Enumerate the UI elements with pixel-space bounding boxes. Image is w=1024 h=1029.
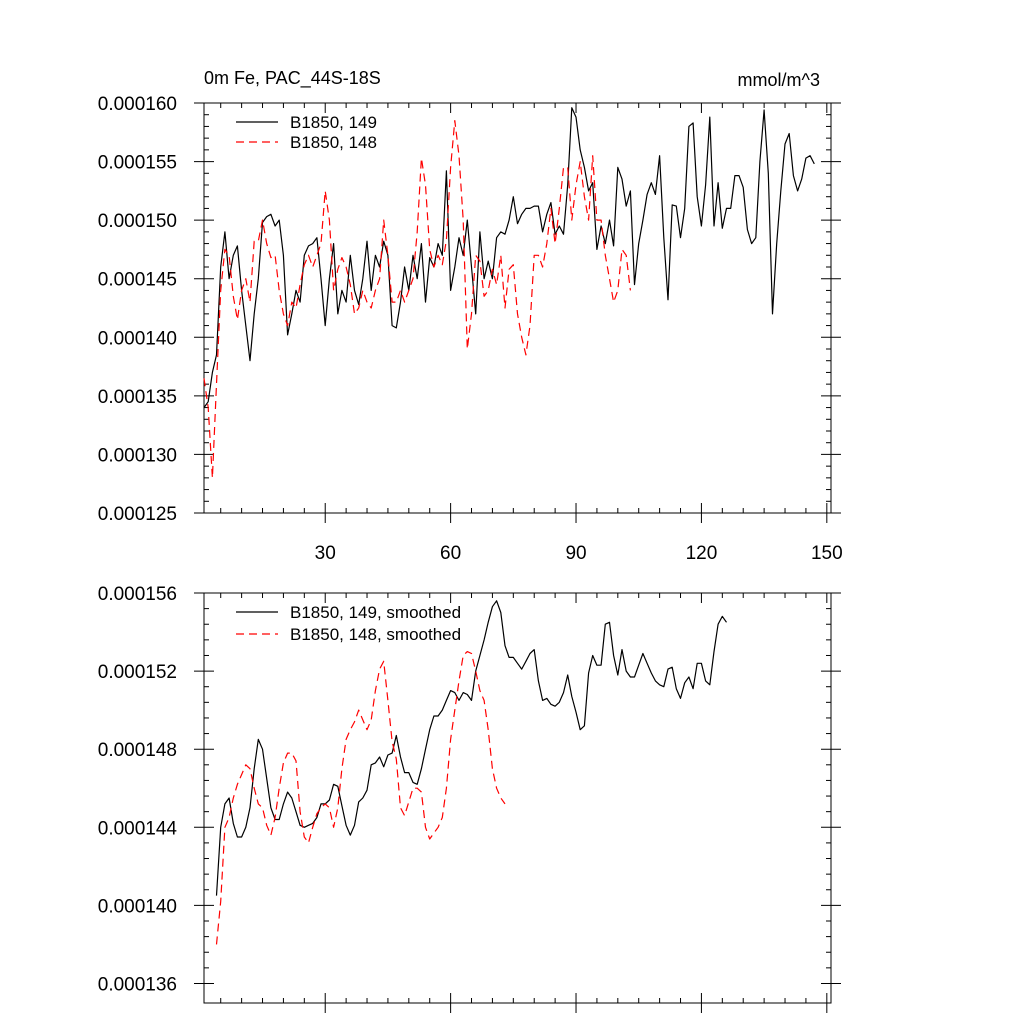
top-series-line-2 (203, 119, 631, 479)
top-y-tick-label: 0.000145 (98, 270, 177, 291)
top-x-tick-label: 60 (440, 543, 461, 564)
bottom-series-line-1 (215, 600, 727, 896)
bottom-y-tick-label: 0.000152 (98, 662, 177, 683)
bottom-y-tick-label: 0.000136 (98, 974, 177, 995)
top-y-tick-label: 0.000140 (98, 328, 177, 349)
top-x-tick-label: 150 (811, 543, 843, 564)
top-y-tick-label: 0.000135 (98, 387, 177, 408)
top-x-tick-label: 90 (565, 543, 586, 564)
top-series-line-1 (203, 107, 815, 408)
top-y-tick-label: 0.000160 (98, 94, 177, 115)
top-y-tick-label: 0.000125 (98, 504, 177, 525)
top-y-tick-label: 0.000130 (98, 445, 177, 466)
top-legend-label-2: B1850, 148 (290, 133, 377, 152)
bottom-y-tick-label: 0.000148 (98, 740, 177, 761)
bottom-y-tick-label: 0.000156 (98, 584, 177, 605)
bottom-y-tick-label: 0.000144 (98, 818, 178, 839)
bottom-y-tick-label: 0.000140 (98, 896, 177, 917)
top-x-tick-label: 120 (686, 543, 718, 564)
top-chart-title: 0m Fe, PAC_44S-18S (204, 68, 381, 89)
bottom-panel: 0.000136 0.000140 0.000144 0.000148 0.000152… (98, 584, 841, 1013)
top-panel: 30 60 90 120 150 0.000125 0.000130 0.000135 0.00… (98, 68, 843, 564)
top-plot-frame (203, 102, 832, 514)
top-x-tick-label: 30 (315, 543, 336, 564)
top-y-tick-label: 0.000150 (98, 211, 177, 232)
top-y-tick-label: 0.000155 (98, 153, 177, 174)
bottom-legend-label-2: B1850, 148, smoothed (290, 625, 461, 644)
bottom-legend-label-1: B1850, 149, smoothed (290, 603, 461, 622)
top-legend-label-1: B1850, 149 (290, 113, 377, 132)
bottom-series-line-2 (215, 650, 506, 945)
top-units-label: mmol/m^3 (738, 70, 820, 90)
bottom-plot-frame (203, 592, 832, 1004)
